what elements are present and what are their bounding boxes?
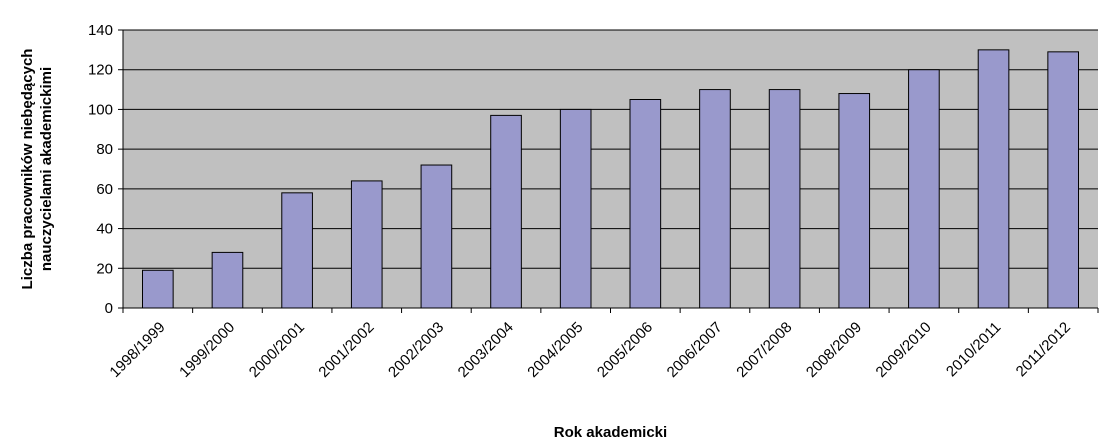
y-axis-title-line-2: nauczycielami akademickimi	[38, 67, 55, 271]
plot-area	[123, 30, 1098, 308]
x-tick-label: 2007/2008	[733, 319, 795, 381]
x-tick-label: 1999/2000	[176, 319, 238, 381]
y-tick-label: 60	[96, 181, 113, 198]
x-axis-title: Rok akademicki	[554, 424, 667, 441]
bar-2011/2012	[1047, 51, 1080, 309]
bar-2009/2010	[908, 69, 940, 309]
y-tick-label: 0	[105, 300, 113, 317]
y-tick-label: 140	[88, 22, 113, 39]
x-tick-label: 2008/2009	[803, 319, 865, 381]
x-tick-label: 2004/2005	[524, 319, 586, 381]
x-tick-label: 2009/2010	[873, 319, 935, 381]
bar-2006/2007	[699, 89, 731, 309]
y-axis-ticks: 0 20 40 60 80 100 120 140	[88, 22, 123, 317]
x-tick-label: 2000/2001	[246, 319, 308, 381]
x-axis-ticks: 1998/1999 1999/2000 2000/2001 2001/2002 2002…	[106, 308, 1099, 381]
bar-2007/2008	[768, 89, 801, 309]
x-tick-label: 2002/2003	[385, 319, 447, 381]
bars	[142, 49, 1080, 309]
x-tick-label: 2005/2006	[594, 319, 656, 381]
bar-2002/2003	[420, 164, 453, 309]
x-tick-label: 1998/1999	[106, 319, 168, 381]
bar-2005/2006	[629, 99, 662, 309]
y-tick-label: 20	[96, 260, 113, 277]
x-tick-label: 2006/2007	[664, 319, 726, 381]
bar-2004/2005	[559, 108, 592, 309]
y-tick-label: 80	[96, 141, 113, 158]
bar-1998/1999	[142, 269, 174, 309]
x-tick-label: 2011/2012	[1013, 319, 1074, 380]
bar-2000/2001	[281, 192, 313, 309]
x-tick-label: 2010/2011	[943, 319, 1004, 380]
y-axis-title-line-1: Liczba pracowników niebędących	[19, 49, 36, 290]
y-tick-label: 100	[88, 101, 113, 118]
x-tick-label: 2001/2002	[315, 319, 377, 381]
bar-2001/2002	[350, 180, 383, 309]
bar-2010/2011	[977, 49, 1010, 309]
y-tick-label: 40	[96, 221, 113, 238]
y-tick-label: 120	[88, 62, 113, 79]
bar-2003/2004	[490, 114, 522, 309]
bar-1999/2000	[211, 251, 244, 309]
bar-2008/2009	[838, 93, 871, 309]
x-tick-label: 2003/2004	[455, 319, 517, 381]
